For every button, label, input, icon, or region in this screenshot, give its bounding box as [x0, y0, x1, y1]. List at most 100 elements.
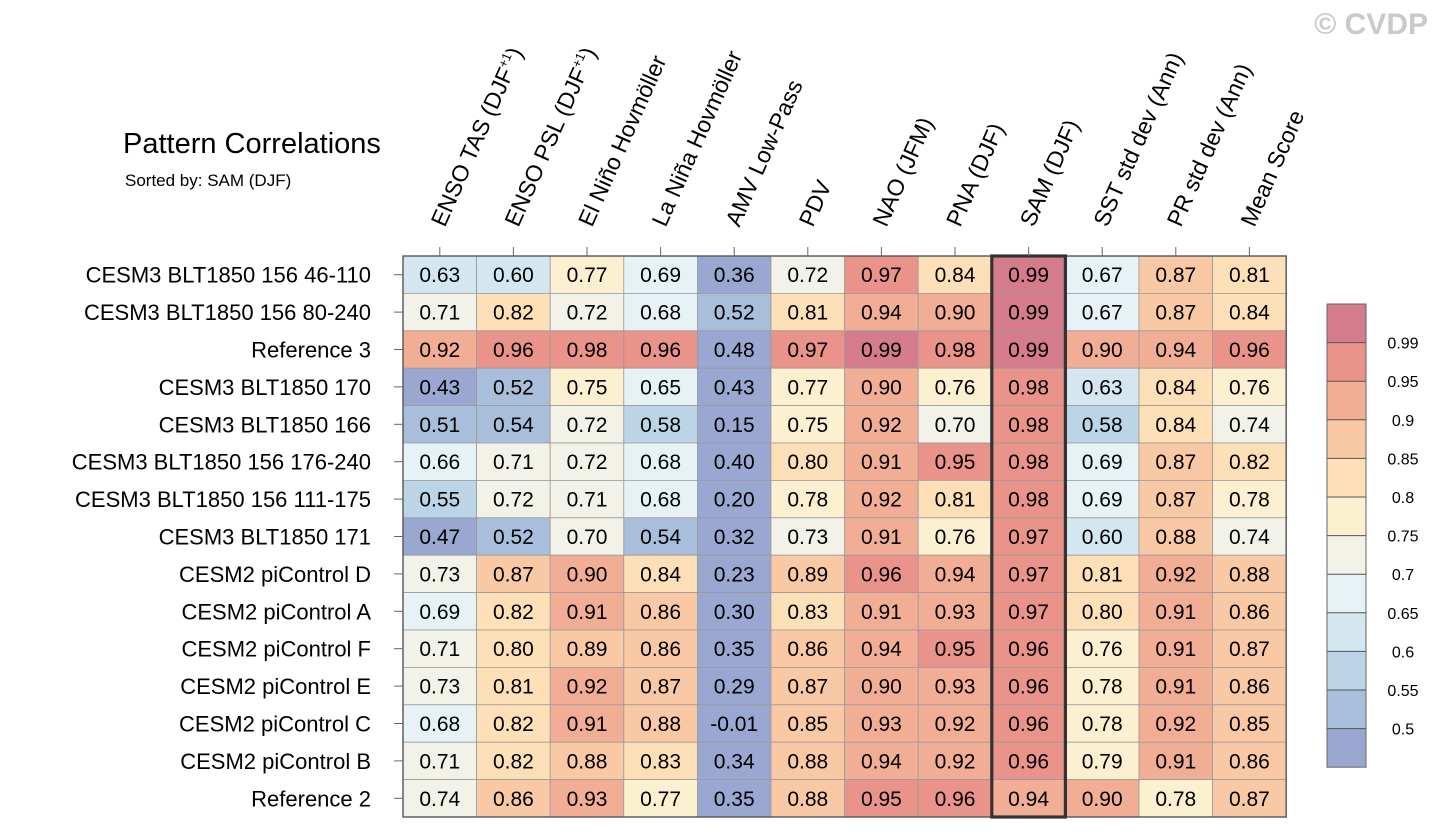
cell-value-label: -0.01 — [710, 713, 758, 736]
cell-value-label: 0.95 — [861, 788, 902, 811]
heatmap-cell — [770, 741, 845, 781]
cell-value-label: 0.74 — [1229, 414, 1270, 437]
cell-value-label: 0.96 — [861, 563, 902, 586]
cell-value-label: 0.79 — [1082, 750, 1123, 773]
cell-value-label: 0.87 — [1155, 264, 1196, 287]
heatmap-cell — [697, 479, 772, 519]
cell-value-label: 0.94 — [1155, 339, 1196, 362]
cell-value-label: 0.72 — [567, 414, 608, 437]
cell-value-label: 0.52 — [493, 526, 534, 549]
heatmap-cell — [697, 704, 772, 743]
cell-value-label: 0.65 — [640, 376, 681, 399]
cell-value-label: 0.80 — [493, 638, 534, 661]
cell-value-label: 0.94 — [861, 750, 902, 773]
heatmap-cell — [1138, 517, 1213, 556]
cell-value-label: 0.35 — [714, 788, 755, 811]
heatmap-cell — [1212, 442, 1287, 481]
heatmap-cell — [1212, 367, 1287, 407]
cell-value-label: 0.87 — [493, 563, 534, 586]
cell-value-label: 0.92 — [567, 676, 608, 699]
cell-value-label: 0.78 — [1229, 489, 1270, 512]
cell-value-label: 0.92 — [1155, 713, 1196, 736]
heatmap-cell — [623, 704, 698, 743]
colorbar-label: 0.7 — [1392, 567, 1414, 584]
column-label-nao-jfm: NAO (JFM) — [867, 113, 938, 230]
heatmap-cell — [991, 629, 1066, 668]
row-label-cesm2-picontrol-f: CESM2 piControl F — [181, 637, 371, 662]
heatmap-cell — [402, 704, 477, 743]
cell-value-label: 0.86 — [787, 638, 828, 661]
heatmap-cell — [623, 442, 698, 481]
heatmap-cell — [770, 479, 845, 519]
colorbar-segment — [1327, 381, 1366, 420]
heatmap-cell — [770, 405, 845, 444]
cell-value-label: 0.91 — [567, 713, 608, 736]
heatmap-cell — [476, 629, 551, 668]
cell-value-label: 0.68 — [640, 302, 681, 325]
cell-value-label: 0.87 — [1229, 638, 1270, 661]
heatmap-cell — [1138, 741, 1213, 781]
cell-value-label: 0.86 — [640, 638, 681, 661]
heatmap-cell — [844, 367, 919, 407]
heatmap-cell — [1212, 592, 1287, 631]
cell-value-label: 0.81 — [787, 302, 828, 325]
heatmap-cell — [476, 479, 551, 519]
cell-value-label: 0.51 — [419, 414, 460, 437]
cell-value-label: 0.97 — [861, 264, 902, 287]
cell-value-label: 0.98 — [935, 339, 976, 362]
cell-value-label: 0.99 — [1008, 302, 1049, 325]
row-label-cesm3-blt1850-170: CESM3 BLT1850 170 — [159, 375, 371, 400]
heatmap-cell — [697, 779, 772, 818]
cell-value-label: 0.90 — [861, 376, 902, 399]
cell-value-label: 0.15 — [714, 414, 755, 437]
heatmap-cell — [917, 554, 993, 594]
cell-value-label: 0.77 — [567, 264, 608, 287]
cell-value-label: 0.69 — [640, 264, 681, 287]
cell-value-label: 0.71 — [419, 302, 460, 325]
cell-value-label: 0.69 — [1082, 451, 1123, 474]
heatmap-cell — [1212, 554, 1287, 594]
heatmap-cell — [623, 554, 698, 594]
superscript-text: +1 — [495, 50, 515, 70]
heatmap-cell — [770, 442, 845, 481]
watermark: © CVDP — [1314, 8, 1428, 41]
colorbar-label: 0.6 — [1392, 644, 1414, 661]
cell-value-label: 0.81 — [1082, 563, 1123, 586]
heatmap-cell — [1212, 479, 1287, 519]
cell-value-label: 0.96 — [1008, 676, 1049, 699]
heatmap-cell — [1065, 592, 1140, 631]
row-label-cesm2-picontrol-e: CESM2 piControl E — [180, 674, 371, 699]
cell-value-label: 0.98 — [1008, 414, 1049, 437]
heatmap-cell — [549, 367, 625, 407]
cell-value-label: 0.89 — [567, 638, 608, 661]
cell-value-label: 0.80 — [1082, 601, 1123, 624]
heatmap-cell — [476, 292, 551, 332]
cell-value-label: 0.93 — [935, 676, 976, 699]
heatmap-cell — [697, 592, 772, 631]
heatmap-cell — [917, 292, 993, 332]
heatmap-cell — [1212, 517, 1287, 556]
heatmap-cell — [402, 405, 477, 444]
cell-value-label: 0.97 — [1008, 526, 1049, 549]
heatmap-cell — [402, 442, 477, 481]
row-label-cesm2-picontrol-c: CESM2 piControl C — [179, 712, 371, 737]
cell-value-label: 0.78 — [787, 489, 828, 512]
heatmap-cell — [770, 255, 845, 294]
heatmap-cell — [1138, 592, 1213, 631]
cell-value-label: 0.95 — [935, 638, 976, 661]
heatmap-cell — [1138, 292, 1213, 332]
heatmap-cell — [917, 442, 993, 481]
heatmap-cell — [623, 367, 698, 407]
heatmap-cell — [402, 255, 477, 294]
cell-value-label: 0.91 — [567, 601, 608, 624]
cell-value-label: 0.43 — [419, 376, 460, 399]
column-label-mean-score: Mean Score — [1235, 106, 1309, 230]
row-label-cesm3-blt1850-156-80-240: CESM3 BLT1850 156 80-240 — [84, 300, 371, 325]
cell-value-label: 0.73 — [419, 563, 460, 586]
heatmap-cell — [1065, 517, 1140, 556]
cell-value-label: 0.43 — [714, 376, 755, 399]
cell-value-label: 0.73 — [419, 676, 460, 699]
cell-value-label: 0.82 — [493, 601, 534, 624]
colorbar-segment — [1327, 612, 1366, 652]
heatmap-cell — [991, 779, 1066, 818]
